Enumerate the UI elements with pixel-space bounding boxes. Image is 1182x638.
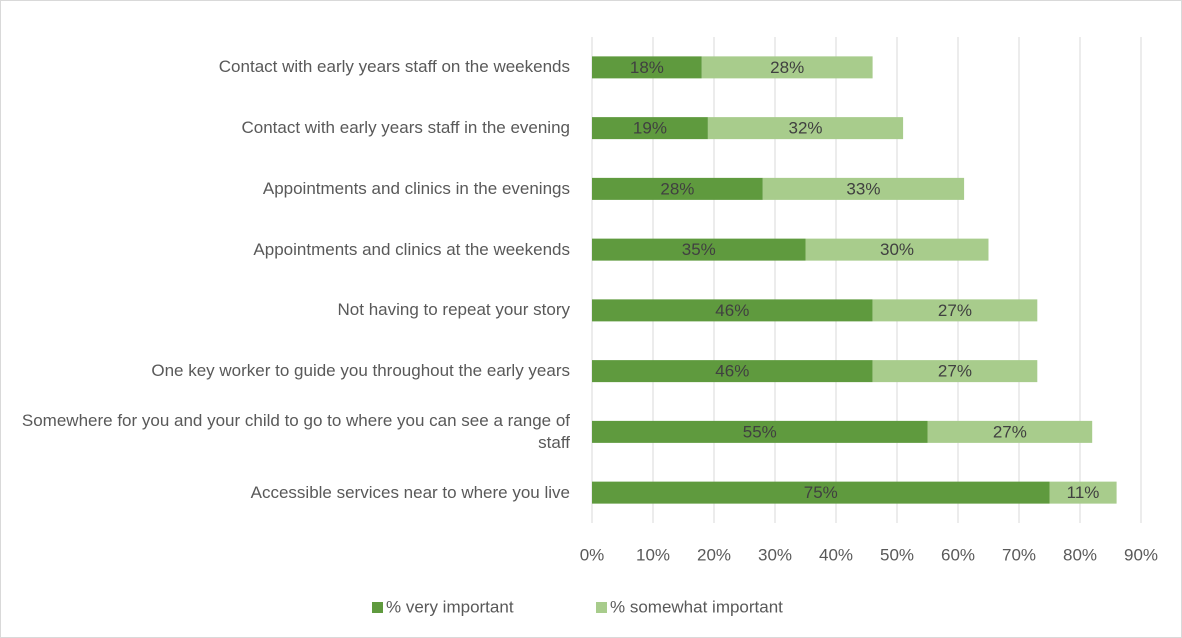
x-tick-label: 20%	[697, 545, 731, 564]
data-label: 46%	[715, 362, 749, 381]
x-tick-label: 0%	[580, 545, 605, 564]
x-tick-label: 60%	[941, 545, 975, 564]
data-label: 35%	[682, 240, 716, 259]
bar-segment	[592, 299, 873, 322]
x-tick-label: 90%	[1124, 545, 1158, 564]
legend-label: % somewhat important	[610, 597, 783, 616]
legend-swatch	[596, 602, 607, 613]
legend-swatch	[372, 602, 383, 613]
data-label: 32%	[788, 119, 822, 138]
category-label: Appointments and clinics at the weekends	[253, 239, 570, 259]
data-label: 33%	[846, 179, 880, 198]
bar-segment	[872, 299, 1038, 322]
bar-segment	[872, 360, 1038, 383]
x-tick-label: 30%	[758, 545, 792, 564]
category-label: Accessible services near to where you li…	[250, 482, 570, 502]
data-label: 30%	[880, 240, 914, 259]
category-label: Contact with early years staff on the we…	[218, 57, 570, 77]
data-label: 11%	[1067, 483, 1100, 502]
category-label: Contact with early years staff in the ev…	[241, 118, 570, 138]
data-label: 27%	[938, 301, 972, 320]
bar-segment	[592, 238, 806, 261]
bar-segment	[927, 420, 1093, 443]
x-tick-label: 80%	[1063, 545, 1097, 564]
data-label: 18%	[630, 58, 664, 77]
bar-segment	[707, 117, 904, 140]
data-label: 19%	[633, 119, 667, 138]
data-label: 28%	[770, 58, 804, 77]
bar-segment	[592, 360, 873, 383]
data-label: 28%	[660, 179, 694, 198]
legend-label: % very important	[386, 597, 514, 616]
bar-segment	[1049, 481, 1117, 504]
category-label: One key worker to guide you throughout t…	[151, 361, 570, 381]
category-label: Appointments and clinics in the evenings	[262, 178, 570, 198]
data-label: 46%	[715, 301, 749, 320]
bar-segment	[592, 481, 1050, 504]
data-label: 27%	[993, 422, 1027, 441]
x-tick-label: 70%	[1002, 545, 1036, 564]
data-label: 75%	[804, 483, 838, 502]
data-label: 55%	[743, 422, 777, 441]
bar-segment	[592, 420, 928, 443]
bar-segment	[762, 177, 965, 200]
data-label: 27%	[938, 362, 972, 381]
x-tick-label: 50%	[880, 545, 914, 564]
x-tick-label: 10%	[636, 545, 670, 564]
x-tick-label: 40%	[819, 545, 853, 564]
bar-segment	[592, 117, 708, 140]
category-label: Not having to repeat your story	[337, 300, 570, 320]
bar-segment	[805, 238, 989, 261]
bar-segment	[592, 56, 702, 79]
bar-segment	[701, 56, 873, 79]
bar-segment	[592, 177, 763, 200]
category-label: Somewhere for you and your child to go t…	[21, 410, 570, 452]
